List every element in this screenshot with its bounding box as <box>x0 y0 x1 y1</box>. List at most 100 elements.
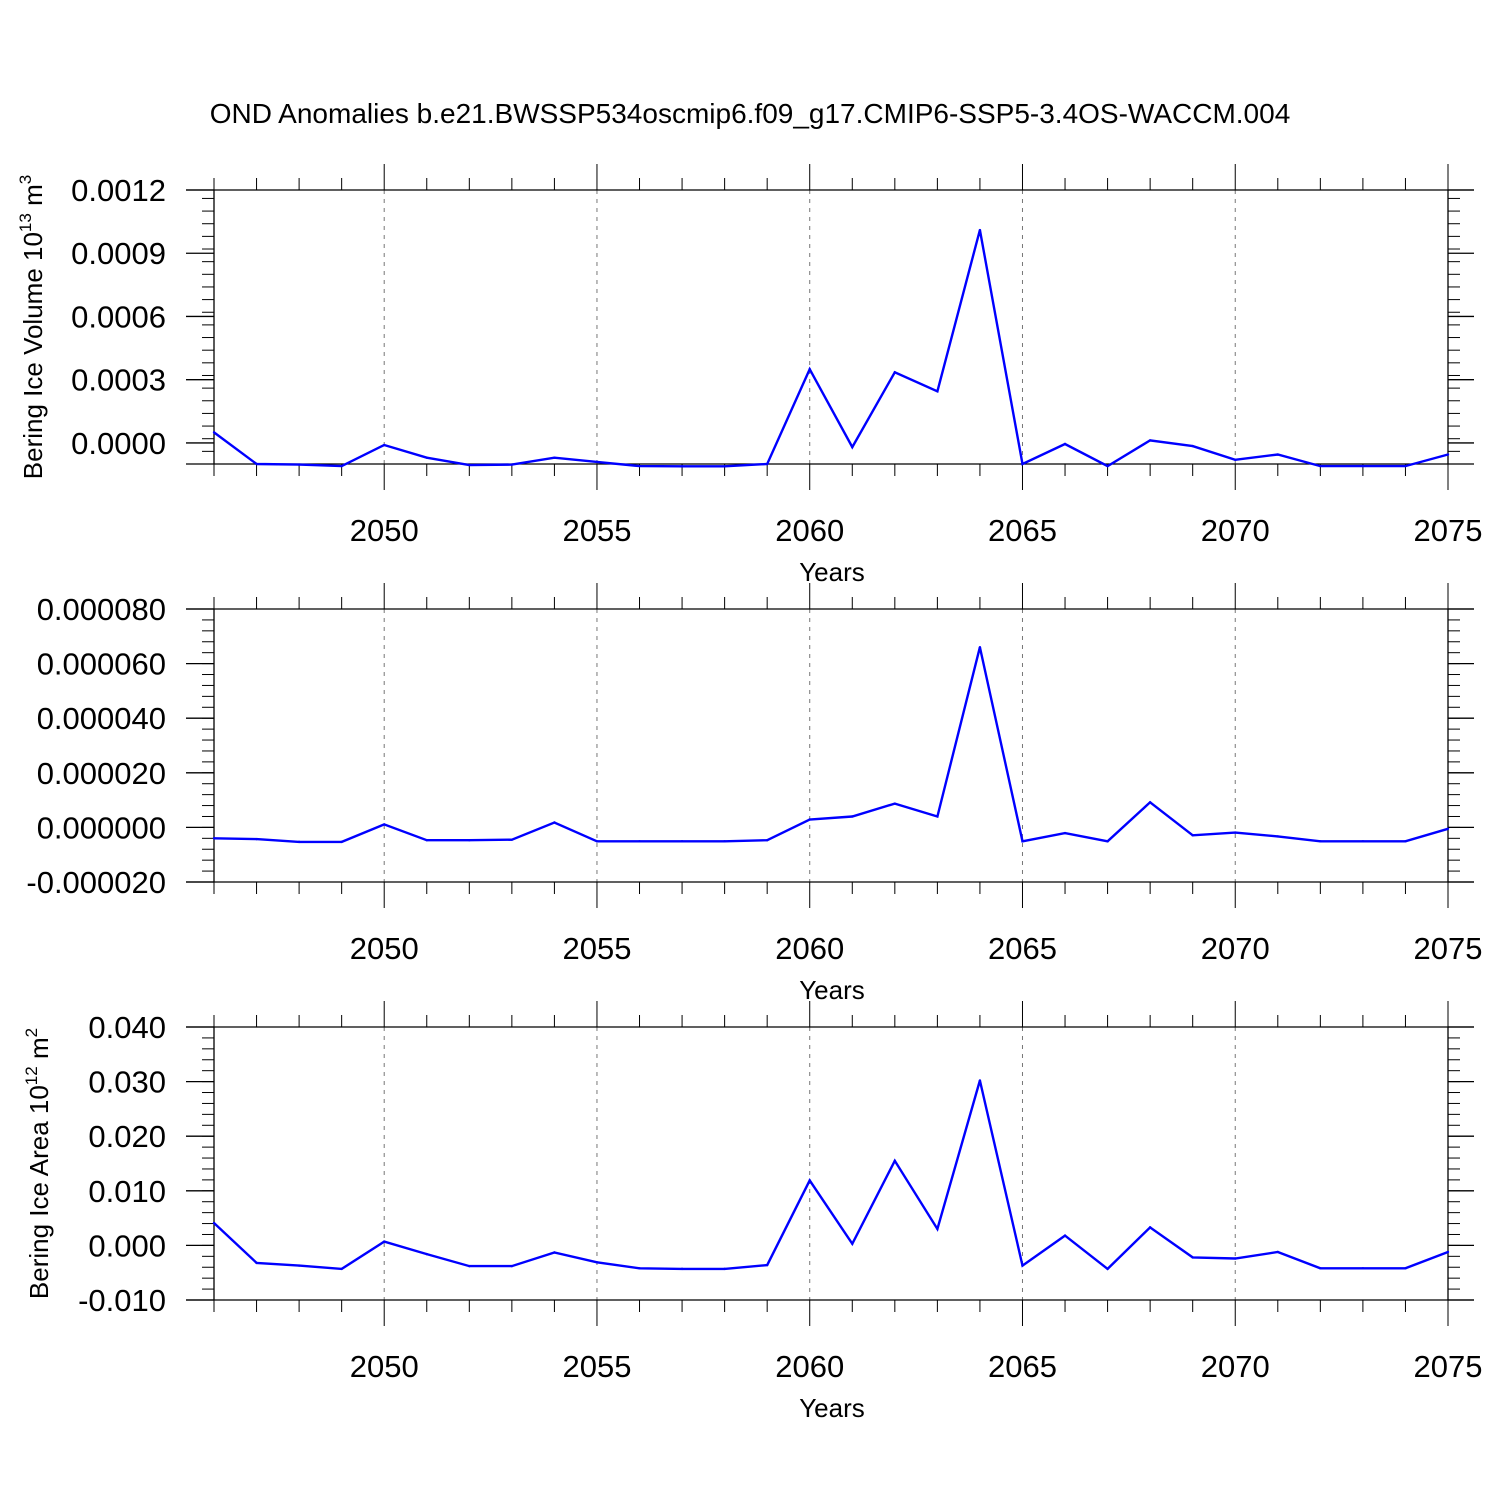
data-point <box>936 390 939 393</box>
data-point <box>1319 1267 1322 1270</box>
y-tick-label: 0.0003 <box>71 363 166 398</box>
data-point <box>1446 453 1450 456</box>
y-tick-label: -0.000020 <box>26 865 166 900</box>
data-point <box>808 1179 811 1182</box>
data-point <box>978 1079 982 1082</box>
y-tick-label: 0.000 <box>88 1228 166 1263</box>
data-point <box>1404 1267 1407 1270</box>
data-point <box>510 838 514 841</box>
data-point <box>1106 1267 1109 1271</box>
data-point <box>553 1251 556 1254</box>
data-point <box>1191 444 1194 448</box>
data-point <box>297 463 301 466</box>
x-tick-label: 2065 <box>988 513 1057 548</box>
data-point <box>1191 834 1194 837</box>
data-point <box>638 1267 641 1270</box>
data-point <box>851 815 854 818</box>
data-point <box>680 465 684 468</box>
data-point <box>383 823 386 826</box>
data-point <box>1021 1264 1024 1267</box>
data-point <box>936 815 939 818</box>
y-tick-label: 0.030 <box>88 1065 166 1100</box>
data-point <box>425 839 428 842</box>
y-axis-title: Bering Ice Area 1012 m2 <box>22 1028 54 1299</box>
data-point <box>723 1267 726 1271</box>
data-point <box>340 464 343 468</box>
x-tick-label: 2055 <box>562 513 631 548</box>
data-point <box>978 646 982 649</box>
chart-title: OND Anomalies b.e21.BWSSP534oscmip6.f09_… <box>209 98 1291 129</box>
data-point <box>1276 453 1279 456</box>
data-point <box>468 1264 471 1268</box>
x-axis-title: Years <box>799 975 865 1005</box>
data-point <box>1404 840 1407 843</box>
data-point <box>765 1263 769 1267</box>
data-point <box>468 463 471 467</box>
data-point <box>1276 1250 1279 1254</box>
data-point <box>1446 827 1450 830</box>
x-tick-label: 2060 <box>775 931 844 966</box>
x-axis-title: Years <box>799 557 865 587</box>
x-axis-title: Years <box>799 1393 865 1423</box>
data-point <box>1361 840 1365 843</box>
panel-1: 0.0000 0.0003 0.0006 0.0009 0.0012 2050 2055 20… <box>16 164 1482 587</box>
data-point <box>212 431 216 434</box>
data-point <box>1063 1234 1067 1237</box>
y-tick-label: 0.0009 <box>71 236 166 271</box>
data-point <box>212 837 216 840</box>
data-point <box>510 1264 514 1268</box>
data-point <box>893 1159 897 1162</box>
x-tick-label: 2075 <box>1414 1349 1483 1384</box>
data-point <box>1234 1257 1237 1260</box>
data-point <box>425 456 428 459</box>
y-tick-label: 0.010 <box>88 1174 166 1209</box>
y-tick-label: 0.0000 <box>71 426 166 461</box>
x-tick-label: 2055 <box>562 931 631 966</box>
y-tick-label: 0.000020 <box>37 756 166 791</box>
data-point <box>1404 464 1407 468</box>
series-line <box>213 646 1449 844</box>
data-point <box>510 463 514 466</box>
data-point <box>1106 464 1109 468</box>
data-point <box>1106 840 1109 843</box>
data-point <box>893 371 897 374</box>
x-tick-label: 2050 <box>350 1349 419 1384</box>
y-tick-label: 0.0006 <box>71 299 166 334</box>
data-point <box>680 840 684 843</box>
y-axis-title: Bering Ice Volume 1013 m3 <box>16 175 48 479</box>
x-tick-label: 2055 <box>562 1349 631 1384</box>
y-tick-label: 0.0012 <box>71 173 166 208</box>
y-tick-label: -0.010 <box>78 1283 166 1318</box>
data-point <box>1319 840 1322 843</box>
data-point <box>595 1261 599 1264</box>
x-tick-label: 2050 <box>350 931 419 966</box>
series-line <box>213 1080 1449 1271</box>
data-point <box>893 802 897 805</box>
data-point <box>212 1221 216 1225</box>
x-tick-label: 2070 <box>1201 1349 1270 1384</box>
data-point <box>1446 1250 1450 1254</box>
data-point <box>468 839 471 842</box>
data-point <box>1319 464 1322 468</box>
y-tick-label: 0.000000 <box>37 810 166 845</box>
panel-3: -0.010 0.000 0.010 0.020 0.030 0.040 2050 2055 2… <box>22 1001 1482 1423</box>
data-point <box>255 1261 258 1265</box>
data-point <box>1361 464 1365 468</box>
data-point <box>255 837 258 841</box>
series-line <box>213 229 1449 468</box>
data-point <box>1191 1256 1194 1259</box>
data-point <box>553 821 556 824</box>
data-point <box>297 1264 301 1267</box>
data-point <box>1148 1226 1152 1229</box>
data-point <box>340 1267 343 1271</box>
x-tick-label: 2070 <box>1201 931 1270 966</box>
data-point <box>638 840 641 843</box>
data-point <box>383 443 386 447</box>
x-tick-label: 2065 <box>988 1349 1057 1384</box>
panel-2: -0.000020 0.000000 0.000020 0.000040 0.00006… <box>26 583 1482 1005</box>
data-point <box>808 367 811 371</box>
data-point <box>1063 442 1067 446</box>
y-tick-label: 0.000080 <box>37 592 166 627</box>
data-point <box>1234 831 1237 834</box>
data-point <box>723 465 726 468</box>
